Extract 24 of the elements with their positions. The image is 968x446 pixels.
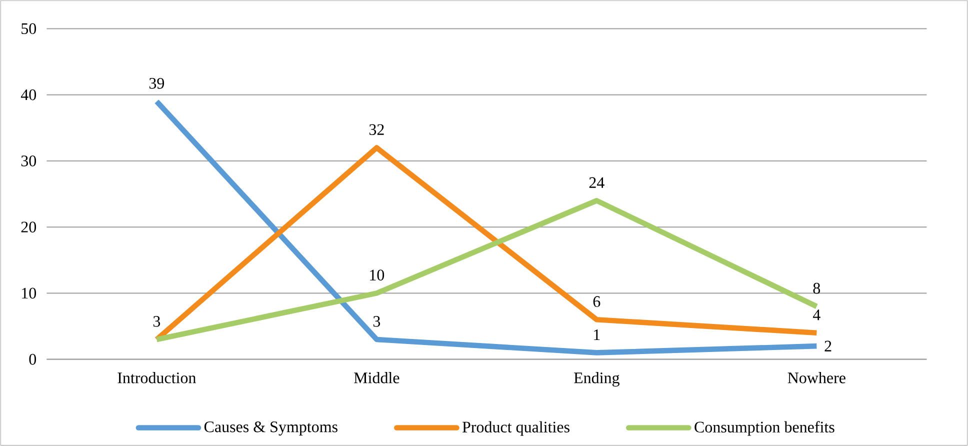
y-tick-label: 0 [29, 354, 36, 365]
x-tick-label: Middle [354, 372, 400, 384]
y-tick-label: 10 [22, 288, 36, 299]
x-tick-label: Nowhere [788, 372, 846, 384]
legend-label: Consumption benefits [694, 421, 834, 436]
data-label: 39 [149, 78, 164, 89]
data-label: 6 [593, 296, 600, 307]
data-label: 2 [824, 340, 832, 352]
data-label: 10 [370, 270, 384, 280]
data-label: 3 [153, 316, 160, 327]
y-tick-label: 30 [21, 156, 36, 166]
legend-label: Causes & Symptoms [204, 421, 338, 436]
y-tick-label: 40 [20, 89, 36, 100]
data-label: 3 [373, 316, 380, 327]
y-tick-label: 20 [21, 222, 36, 232]
y-tick-label: 50 [22, 23, 36, 34]
data-label: 24 [589, 177, 604, 188]
data-label: 1 [594, 329, 600, 340]
data-label: 4 [812, 310, 820, 320]
data-label: 32 [369, 124, 384, 135]
x-tick-label: Introduction [118, 372, 196, 384]
data-label: 8 [813, 282, 820, 294]
x-tick-label: Ending [574, 372, 620, 387]
legend-label: Product qualities [462, 421, 570, 436]
